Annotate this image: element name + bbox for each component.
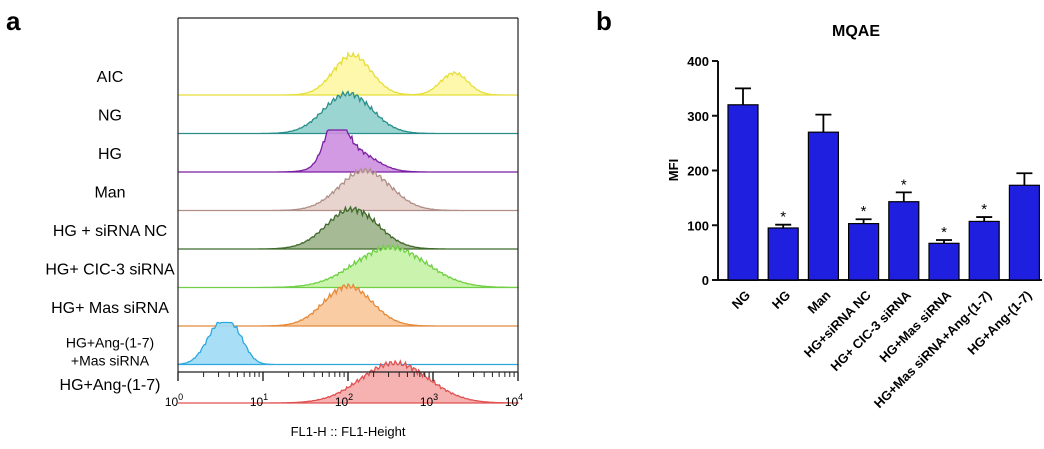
bar-y-tick-label: 0 [702,273,709,288]
histogram-x-tick-label: 102 [335,392,353,409]
histogram-row-label: NG [98,108,122,125]
bar-category-label: Man [805,287,834,316]
bar [807,131,840,281]
bar-y-tick-label: 400 [687,54,709,69]
bar-category-label: HG+Mas siRNA [876,287,954,365]
bar-significance-mark: * [780,209,786,226]
bar-y-tick-label: 300 [687,109,709,124]
histogram-x-tick-label: 104 [505,392,523,409]
histogram-row-label: AIC [97,69,124,86]
histogram-curve [178,129,518,173]
panel-b-letter: b [596,6,612,36]
histogram-row-label: HG+ CIC-3 siRNA [45,262,175,279]
histogram-x-tick-label: 103 [420,392,438,409]
bar-chart-title: MQAE [832,23,880,40]
bar [888,201,920,281]
histogram-row-label: HG+Ang-(1-7) [66,335,154,351]
bar-y-tick-label: 200 [687,164,709,179]
histogram-curve [178,359,519,404]
bar-y-tick-label: 100 [687,218,709,233]
bar-category-label: NG [729,288,753,312]
histogram-row-labels: AIC NG HG Man HG + siRNA NC HG+ CIC-3 siRNA HG… [45,69,175,394]
bar [928,242,960,281]
bar [767,227,799,281]
histogram-curve [177,321,518,366]
histogram-row-label: Man [94,185,125,202]
bar-significance-mark: * [981,201,987,218]
histogram-overlay-plot [177,50,519,404]
histogram-curve [178,90,518,135]
histogram-x-tick-label: 101 [250,392,268,409]
bar [1008,184,1041,281]
histogram-row-label: HG+ Mas siRNA [51,300,169,317]
histogram-row-label: HG [98,146,122,163]
bar-significance-mark: * [861,203,867,220]
bar-chart-y-axis-title: MFI [666,159,681,181]
histogram-row-label: HG+Ang-(1-7) [60,377,161,394]
bar-significance-mark: * [941,224,947,241]
panel-a-letter: a [6,6,21,36]
histogram-curve [178,282,518,327]
bar [727,104,759,281]
histogram-curve [178,243,519,289]
bar [847,223,880,281]
histogram-row-label-line2: +Mas siRNA [71,353,150,369]
histogram-curve [178,50,518,96]
histogram-x-axis: 100 101 102 103 104 [165,17,523,409]
histogram-x-axis-title: FL1-H :: FL1-Height [291,424,406,439]
bar-category-label: HG [769,288,793,312]
bar [968,220,1000,281]
bar-significance-mark: * [901,176,907,193]
histogram-row-label: HG + siRNA NC [53,223,167,240]
histogram-curve [178,167,518,212]
histogram-x-tick-label: 100 [165,392,183,409]
histogram-curve [178,205,518,250]
